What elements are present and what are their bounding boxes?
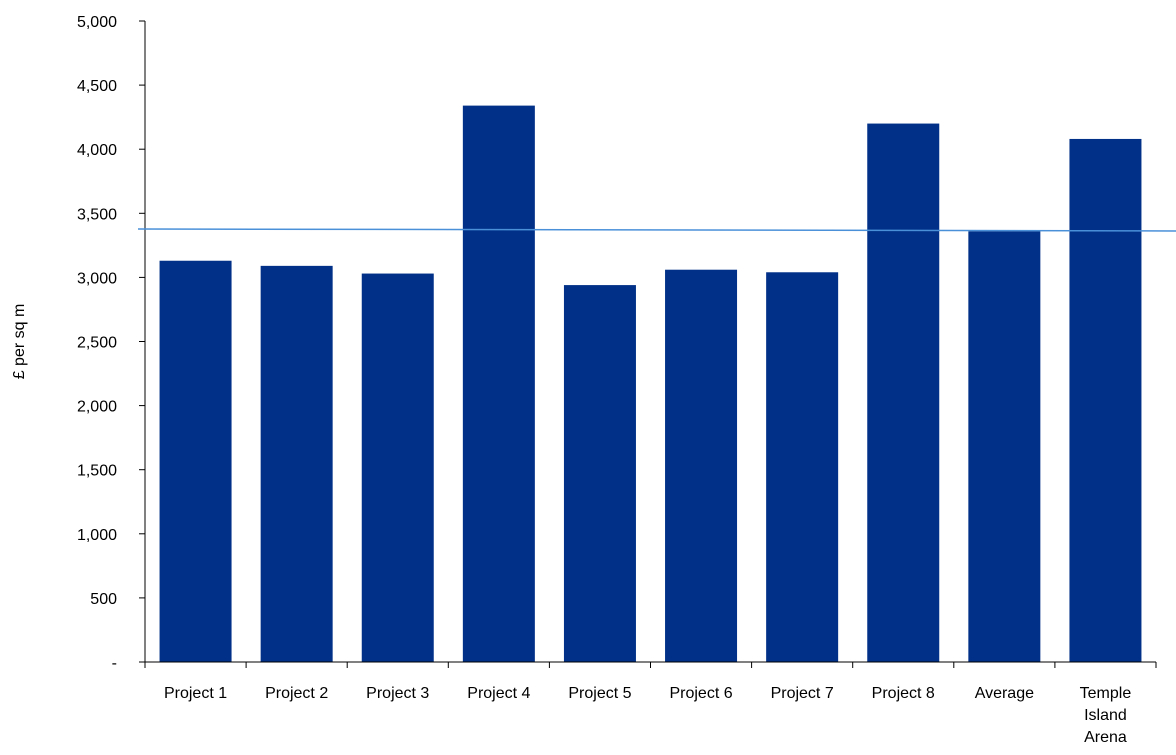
x-tick-label: Project 8	[872, 685, 935, 702]
y-tick-label: -	[112, 655, 117, 672]
x-tick-label: Project 1	[164, 685, 227, 702]
x-tick-label-line: Project 8	[872, 685, 935, 702]
bar-2	[260, 265, 333, 662]
x-tick-label-line: Temple	[1080, 685, 1132, 702]
x-tick-label-line: Project 7	[771, 685, 834, 702]
bar-1	[159, 260, 232, 662]
y-tick-label: 1,000	[77, 527, 117, 544]
x-tick-label-line: Project 2	[265, 685, 328, 702]
bar-3	[361, 273, 434, 662]
bar-6	[665, 269, 738, 662]
reference-line-group	[137, 228, 1176, 232]
y-tick-label: 4,000	[77, 142, 117, 159]
y-tick-label: 500	[90, 591, 117, 608]
x-axis: Project 1 Project 2 Project 3 Project 4 Proj…	[144, 661, 1157, 746]
x-tick-label-line: Average	[975, 685, 1034, 702]
x-tick-label-line: Project 5	[568, 685, 631, 702]
y-axis: - 500 1,000 1,500 2,000 2,500 3,000 3,500 4,000 4…	[77, 14, 146, 672]
y-tick-label: 4,500	[77, 78, 117, 95]
x-tick-label: Project 5	[568, 685, 631, 702]
x-tick-label: Project 3	[366, 685, 429, 702]
bar-5	[563, 285, 636, 662]
y-tick-label: 3,500	[77, 206, 117, 223]
y-tick-label: 1,500	[77, 463, 117, 480]
x-tick-label-line: Arena	[1084, 729, 1127, 746]
reference-line	[137, 228, 1176, 232]
bar-8	[867, 123, 940, 662]
x-tick-label-line: Project 4	[467, 685, 530, 702]
x-tick-label: Project 2	[265, 685, 328, 702]
y-tick-label: 2,000	[77, 399, 117, 416]
x-tick-label: Project 6	[669, 685, 732, 702]
x-tick-label-line: Project 3	[366, 685, 429, 702]
x-tick-label: Temple Island Arena	[1080, 685, 1132, 746]
x-tick-label-line: Project 1	[164, 685, 227, 702]
x-tick-label: Project 7	[771, 685, 834, 702]
bar-10	[1069, 138, 1142, 663]
x-tick-label: Average	[975, 685, 1034, 702]
y-axis-label: £ per sq m	[11, 304, 28, 380]
bars	[159, 105, 1142, 663]
y-tick-label: 5,000	[77, 14, 117, 31]
y-tick-label: 3,000	[77, 270, 117, 287]
x-tick-label-line: Project 6	[669, 685, 732, 702]
x-tick-label: Project 4	[467, 685, 530, 702]
bar-9	[968, 231, 1041, 663]
bar-4	[462, 105, 535, 662]
x-tick-label-line: Island	[1084, 707, 1127, 724]
y-tick-label: 2,500	[77, 335, 117, 352]
bar-7	[766, 272, 839, 662]
